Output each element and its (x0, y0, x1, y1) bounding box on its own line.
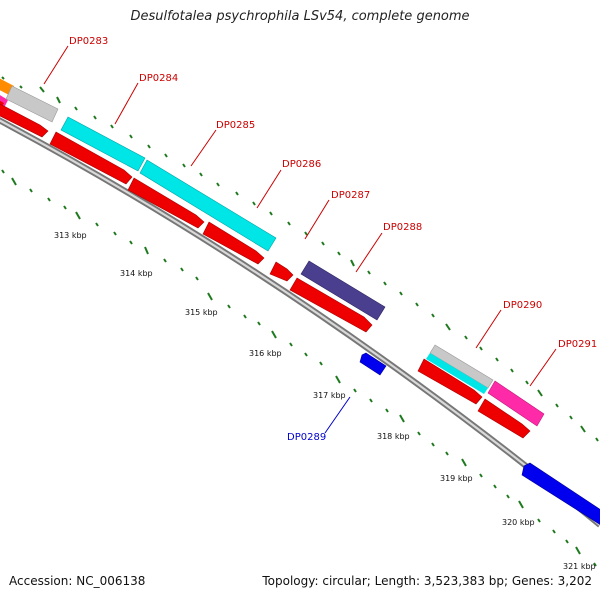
gene-label-DP0288[interactable]: DP0288 (383, 222, 422, 233)
gene-label-DP0283[interactable]: DP0283 (69, 36, 108, 47)
scale-label: 318 kbp (377, 432, 410, 441)
gene-feature-cyan-DP0285[interactable] (139, 159, 277, 252)
gene-label-DP0287[interactable]: DP0287 (331, 190, 370, 201)
cds-arrow[interactable] (127, 177, 205, 229)
scale-label: 320 kbp (502, 518, 535, 527)
gene-label-DP0285[interactable]: DP0285 (216, 120, 255, 131)
cds-arrow[interactable] (289, 277, 373, 333)
inner-tick-ring (1, 169, 597, 567)
cds-arrow[interactable] (417, 358, 483, 405)
gene-feature-magenta-DP0291[interactable] (487, 380, 545, 427)
gene-feature-navy-DP0288[interactable] (300, 260, 386, 321)
reverse-cds-track (359, 352, 600, 527)
outer-tick-ring (1, 76, 599, 442)
genome-summary: Topology: circular; Length: 3,523,383 bp… (262, 574, 592, 588)
scale-label: 314 kbp (120, 269, 153, 278)
map-title: Desulfotalea psychrophila LSv54, complet… (130, 9, 470, 24)
scale-labels: 313 kbp 314 kbp 315 kbp 316 kbp 317 kbp … (54, 231, 596, 571)
label-leaders (43, 45, 557, 434)
cds-arrow[interactable] (269, 261, 294, 282)
genome-backbone (0, 117, 600, 528)
gene-feature-gray-DP0283[interactable] (5, 85, 59, 123)
scale-label: 313 kbp (54, 231, 87, 240)
scale-label: 319 kbp (440, 474, 473, 483)
accession-label: Accession: NC_006138 (9, 574, 146, 588)
gene-label-DP0284[interactable]: DP0284 (139, 73, 178, 84)
gene-label-DP0286[interactable]: DP0286 (282, 159, 321, 170)
gene-feature-cyan-DP0290[interactable] (426, 353, 488, 394)
gene-label-DP0291[interactable]: DP0291 (558, 339, 597, 350)
scale-label: 317 kbp (313, 391, 346, 400)
cds-arrow[interactable] (49, 131, 133, 185)
scale-label: 321 kbp (563, 562, 596, 571)
scale-label: 316 kbp (249, 349, 282, 358)
forward-cds-track (0, 100, 531, 439)
cds-arrow-reverse[interactable] (521, 462, 600, 527)
cds-arrow-DP0289[interactable] (359, 352, 387, 376)
gene-labels: DP0283 DP0284 DP0285 DP0286 DP0287 DP028… (69, 36, 597, 443)
cds-arrow[interactable] (0, 103, 49, 138)
scale-label: 315 kbp (185, 308, 218, 317)
gene-label-DP0289[interactable]: DP0289 (287, 432, 326, 443)
outer-feature-track (0, 78, 545, 427)
gene-feature-cyan-DP0284[interactable] (60, 116, 146, 172)
gene-label-DP0290[interactable]: DP0290 (503, 300, 542, 311)
cds-arrow[interactable] (202, 221, 265, 265)
cds-arrow[interactable] (477, 398, 531, 439)
